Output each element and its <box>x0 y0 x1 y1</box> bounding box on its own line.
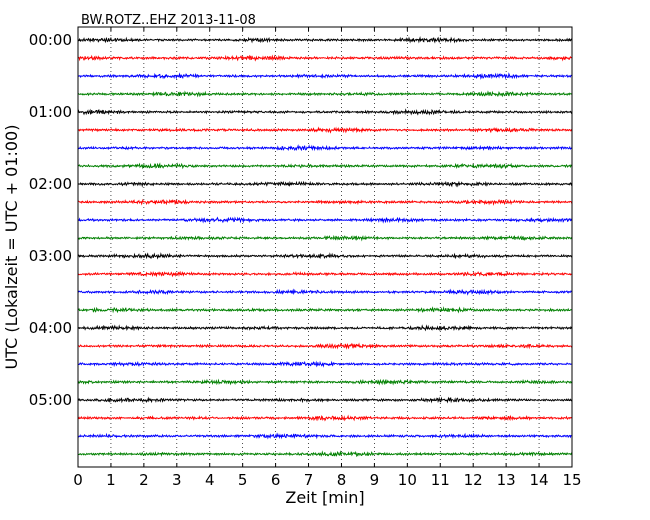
x-tick-label: 9 <box>370 471 380 489</box>
x-tick-label: 5 <box>238 471 248 489</box>
y-tick-label: 01:00 <box>29 103 72 121</box>
x-tick-label: 3 <box>172 471 182 489</box>
trace-0000 <box>77 35 573 44</box>
trace-0400 <box>77 324 573 332</box>
chart-title: BW.ROTZ..EHZ 2013-11-08 <box>81 13 256 28</box>
y-axis-label: UTC (Lokalzeit = UTC + 01:00) <box>2 125 21 370</box>
x-tick-label: 1 <box>106 471 116 489</box>
trace-0415 <box>77 342 573 350</box>
trace-0545 <box>77 450 573 458</box>
x-tick-label: 13 <box>497 471 516 489</box>
trace-0130 <box>77 144 573 152</box>
trace-0015 <box>77 54 573 62</box>
y-tick-label: 00:00 <box>29 31 72 49</box>
x-tick-label: 0 <box>73 471 83 489</box>
y-tick-label: 03:00 <box>29 247 72 265</box>
trace-0045 <box>77 90 573 98</box>
plot-frame <box>77 26 573 468</box>
y-axis-ticks: 00:00 01:00 02:00 03:00 04:00 05:00 <box>29 31 572 409</box>
y-tick-label: 02:00 <box>29 175 72 193</box>
trace-0500 <box>77 396 573 404</box>
y-tick-label: 04:00 <box>29 319 72 337</box>
trace-0330 <box>77 288 573 296</box>
trace-0300 <box>77 252 573 260</box>
x-tick-label: 6 <box>271 471 281 489</box>
x-tick-label: 10 <box>398 471 417 489</box>
trace-0215 <box>77 198 573 206</box>
trace-0145 <box>77 162 573 170</box>
trace-0515 <box>77 414 573 422</box>
trace-0200 <box>77 180 573 188</box>
trace-0100 <box>77 108 573 116</box>
x-axis-ticks: 0 1 2 3 4 5 6 7 8 9 10 11 12 13 14 15 <box>73 27 582 489</box>
trace-0315 <box>77 270 573 278</box>
x-axis-label: Zeit [min] <box>285 488 364 507</box>
vertical-gridlines <box>110 27 540 467</box>
x-tick-label: 8 <box>337 471 347 489</box>
x-tick-label: 12 <box>464 471 483 489</box>
x-tick-label: 11 <box>431 471 450 489</box>
x-tick-label: 4 <box>205 471 215 489</box>
x-tick-label: 15 <box>562 471 581 489</box>
trace-0445 <box>77 378 573 386</box>
plot-area <box>78 27 572 467</box>
x-tick-label: 14 <box>530 471 549 489</box>
trace-0430 <box>77 360 573 368</box>
x-tick-label: 7 <box>304 471 314 489</box>
trace-0345 <box>77 306 573 314</box>
y-tick-label: 05:00 <box>29 391 72 409</box>
seismic-traces <box>77 35 573 458</box>
trace-0115 <box>77 126 573 134</box>
trace-0230 <box>77 216 573 224</box>
trace-0530 <box>77 432 573 440</box>
x-tick-label: 2 <box>139 471 149 489</box>
trace-0030 <box>77 72 573 80</box>
trace-0245 <box>77 234 573 242</box>
